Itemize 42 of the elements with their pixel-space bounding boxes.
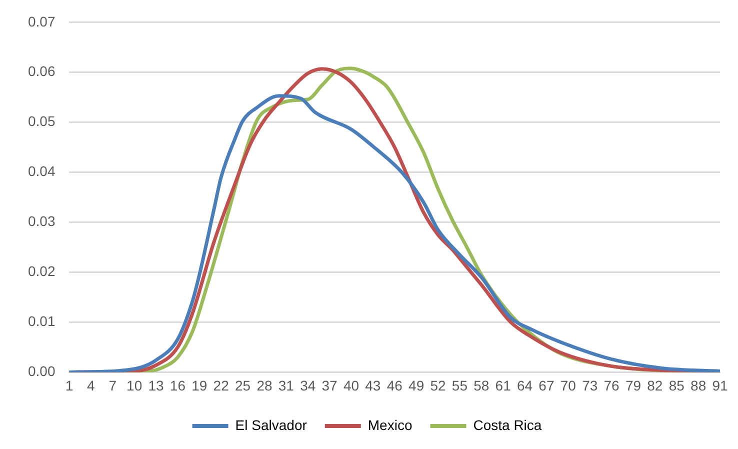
x-tick-label: 43 <box>365 377 381 394</box>
x-tick-label: 25 <box>234 377 251 394</box>
legend-label: Mexico <box>368 416 412 433</box>
y-tick-label: 0.04 <box>28 163 56 180</box>
legend-label: El Salvador <box>235 416 308 433</box>
x-tick-label: 73 <box>582 377 598 394</box>
y-tick-label: 0.00 <box>28 363 56 380</box>
legend-label: Costa Rica <box>473 416 542 433</box>
x-tick-label: 58 <box>474 377 490 394</box>
x-tick-label: 19 <box>192 377 208 394</box>
x-tick-label: 67 <box>538 377 554 394</box>
x-tick-label: 52 <box>430 377 446 394</box>
y-tick-label: 0.01 <box>28 313 56 330</box>
x-tick-label: 49 <box>408 377 424 394</box>
x-tick-label: 28 <box>256 377 272 394</box>
x-tick-label: 79 <box>625 377 642 394</box>
x-tick-label: 1 <box>65 377 74 394</box>
x-tick-label: 10 <box>126 377 142 394</box>
x-tick-label: 88 <box>690 377 706 394</box>
y-tick-label: 0.07 <box>28 13 56 30</box>
x-tick-label: 76 <box>604 377 620 394</box>
x-tick-label: 55 <box>452 377 468 394</box>
x-tick-label: 7 <box>108 377 117 394</box>
x-tick-label: 82 <box>647 377 663 394</box>
y-tick-label: 0.02 <box>28 263 56 280</box>
y-tick-label: 0.05 <box>28 113 56 130</box>
x-tick-label: 40 <box>343 377 360 394</box>
x-tick-label: 85 <box>668 377 685 394</box>
y-tick-label: 0.03 <box>28 213 56 230</box>
x-tick-label: 61 <box>495 377 512 394</box>
x-tick-label: 64 <box>516 377 533 394</box>
x-tick-label: 31 <box>278 377 294 394</box>
x-tick-label: 70 <box>560 377 576 394</box>
x-tick-label: 91 <box>712 377 728 394</box>
x-tick-label: 34 <box>300 377 316 394</box>
x-tick-label: 16 <box>170 377 186 394</box>
x-tick-label: 37 <box>322 377 338 394</box>
x-tick-label: 4 <box>87 377 96 394</box>
x-tick-label: 46 <box>386 377 403 394</box>
y-tick-label: 0.06 <box>28 63 56 80</box>
x-tick-label: 22 <box>213 377 230 394</box>
x-tick-label: 13 <box>148 377 164 394</box>
